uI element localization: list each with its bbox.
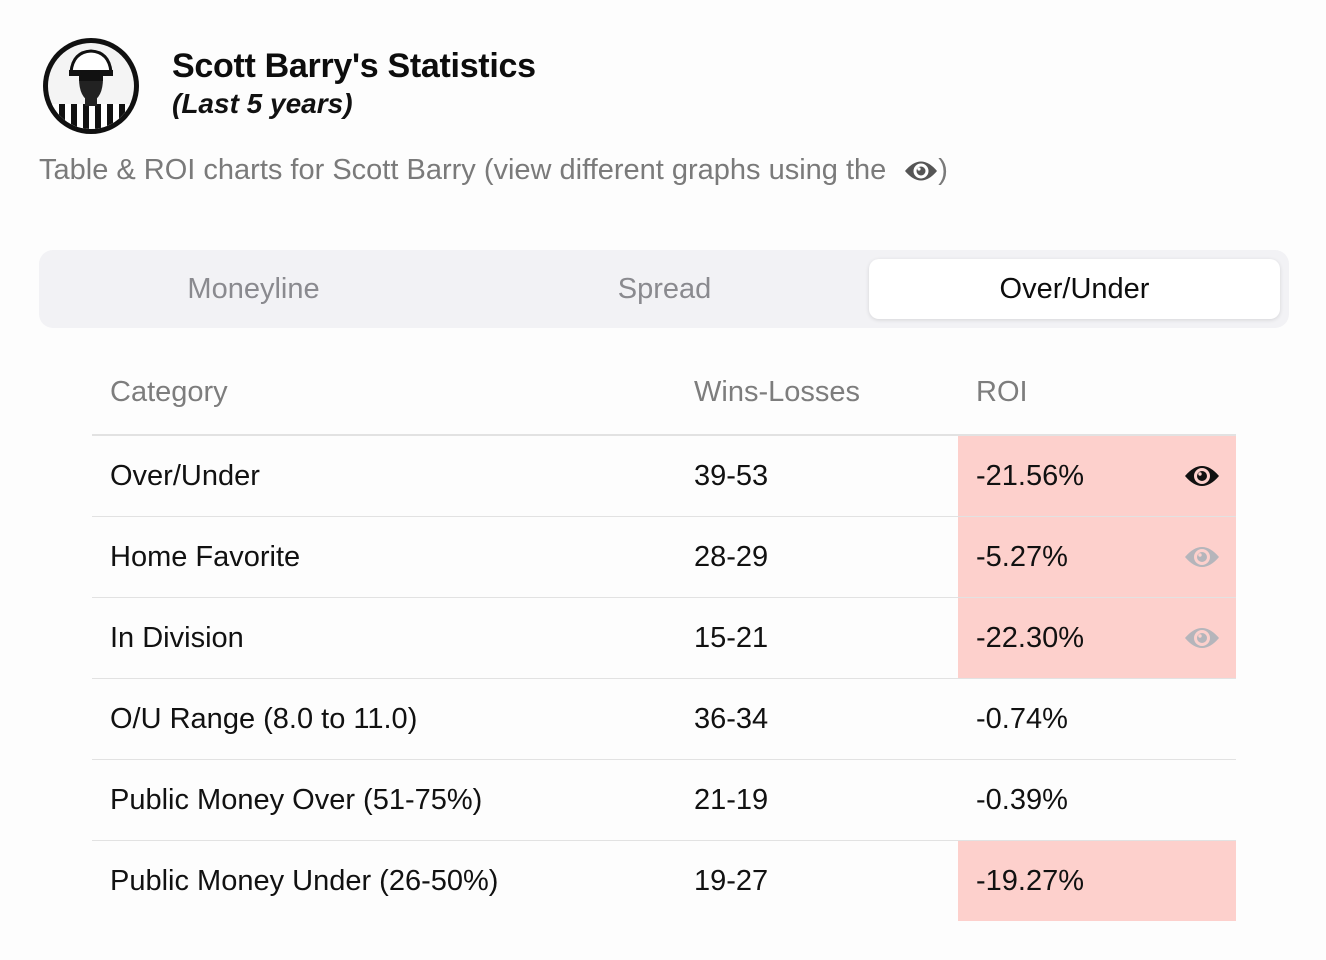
- roi-value: -21.56%: [976, 459, 1085, 492]
- roi-value: -22.30%: [976, 621, 1085, 654]
- column-header-wins-losses: Wins-Losses: [676, 350, 958, 436]
- description-closing: ): [938, 154, 948, 186]
- roi-cell: -0.74%: [958, 678, 1236, 760]
- roi-cell: -22.30%: [958, 597, 1236, 679]
- tab-over-under[interactable]: Over/Under: [869, 259, 1280, 319]
- category-cell: Public Money Under (26-50%): [110, 864, 499, 897]
- column-header-category: Category: [92, 350, 676, 436]
- stats-table: Category Wins-Losses ROI Over/Under 39-5…: [92, 350, 1236, 921]
- table-row: Over/Under 39-53 -21.56%: [92, 435, 1236, 517]
- table-row: In Division 15-21 -22.30%: [92, 597, 1236, 679]
- category-cell: O/U Range (8.0 to 11.0): [92, 678, 676, 760]
- table-row: O/U Range (8.0 to 11.0) 36-34 -0.74%: [92, 678, 1236, 760]
- column-header-roi: ROI: [958, 350, 1236, 436]
- title-block: Scott Barry's Statistics (Last 5 years): [172, 46, 536, 122]
- category-cell: Home Favorite: [92, 516, 676, 598]
- tab-moneyline[interactable]: Moneyline: [187, 272, 320, 305]
- record-cell: 39-53: [676, 435, 958, 517]
- record-cell: 19-27: [694, 864, 769, 897]
- header: Scott Barry's Statistics (Last 5 years): [43, 38, 536, 134]
- category-cell: In Division: [92, 597, 676, 679]
- table-row: Public Money Over (51-75%) 21-19 -0.39%: [92, 759, 1236, 841]
- roi-value: -19.27%: [976, 864, 1085, 897]
- record-cell: 28-29: [676, 516, 958, 598]
- bet-type-tabs: Moneyline Spread Over/Under: [39, 250, 1289, 328]
- page-subtitle: (Last 5 years): [172, 88, 353, 119]
- table-row: Public Money Under (26-50%) 19-27 -19.27…: [92, 840, 1236, 921]
- description: Table & ROI charts for Scott Barry (view…: [39, 154, 948, 187]
- roi-cell: -19.27%: [958, 840, 1236, 921]
- table-header-row: Category Wins-Losses ROI: [92, 350, 1236, 436]
- eye-icon[interactable]: [1184, 624, 1220, 652]
- roi-cell: -0.39%: [958, 759, 1236, 841]
- roi-value: -0.39%: [976, 783, 1068, 816]
- category-cell: Public Money Over (51-75%): [92, 759, 676, 841]
- eye-icon: [904, 158, 938, 184]
- page-title: Scott Barry's Statistics: [172, 47, 536, 85]
- table-row: Home Favorite 28-29 -5.27%: [92, 516, 1236, 598]
- description-text: Table & ROI charts for Scott Barry (view…: [39, 154, 887, 186]
- eye-icon[interactable]: [1184, 543, 1220, 571]
- category-cell: Over/Under: [92, 435, 676, 517]
- tab-spread[interactable]: Spread: [617, 272, 712, 305]
- record-cell: 15-21: [676, 597, 958, 679]
- roi-value: -0.74%: [976, 702, 1068, 735]
- record-cell: 21-19: [676, 759, 958, 841]
- roi-cell: -5.27%: [958, 516, 1236, 598]
- roi-cell: -21.56%: [958, 435, 1236, 517]
- eye-icon[interactable]: [1184, 462, 1220, 490]
- roi-value: -5.27%: [976, 540, 1068, 573]
- referee-avatar-icon: [43, 38, 139, 134]
- record-cell: 36-34: [676, 678, 958, 760]
